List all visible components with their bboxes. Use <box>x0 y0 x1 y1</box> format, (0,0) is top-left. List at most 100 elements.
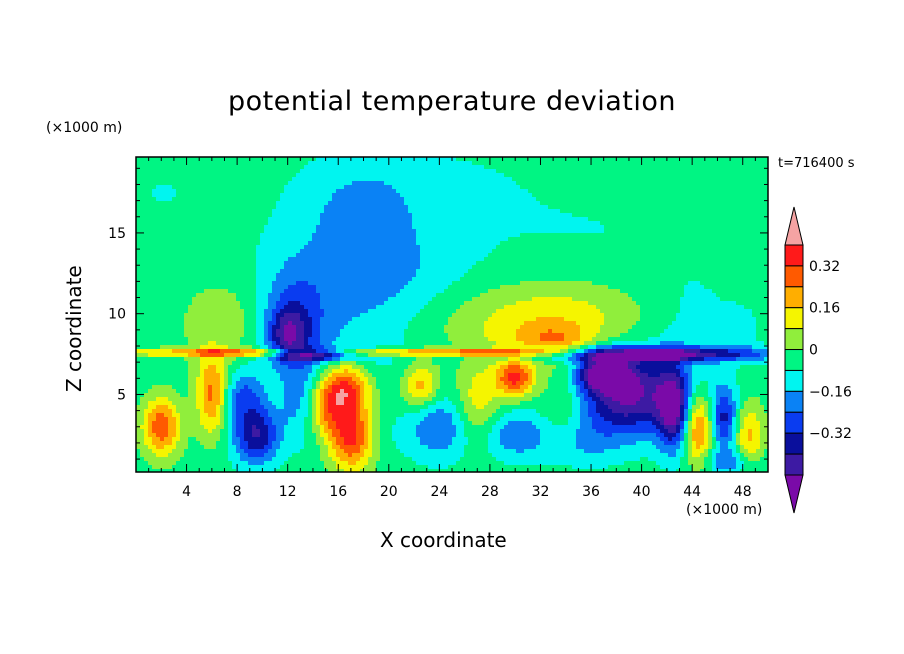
contour-cell <box>588 269 592 273</box>
contour-cell <box>436 213 440 217</box>
contour-cell <box>268 165 272 169</box>
contour-cell <box>692 217 696 221</box>
contour-cell <box>332 281 336 285</box>
contour-cell <box>712 261 716 265</box>
contour-cell <box>708 253 712 257</box>
contour-cell <box>316 265 320 269</box>
contour-cell <box>428 165 432 169</box>
contour-cell <box>204 157 208 161</box>
contour-cell <box>736 241 740 245</box>
contour-cell <box>256 189 260 193</box>
contour-cell <box>368 265 372 269</box>
contour-cell <box>228 169 232 173</box>
contour-cell <box>480 241 484 245</box>
contour-cell <box>456 209 460 213</box>
contour-cell <box>500 257 504 261</box>
contour-cell <box>352 161 356 165</box>
contour-cell <box>456 273 460 277</box>
contour-cell <box>316 221 320 225</box>
contour-cell <box>508 213 512 217</box>
contour-cell <box>248 185 252 189</box>
contour-cell <box>516 245 520 249</box>
contour-cell <box>184 157 188 161</box>
contour-cell <box>684 209 688 213</box>
contour-cell <box>404 161 408 165</box>
contour-cell <box>584 217 588 221</box>
contour-cell <box>328 229 332 233</box>
contour-cell <box>232 261 236 265</box>
contour-cell <box>756 229 760 233</box>
contour-cell <box>224 165 228 169</box>
contour-cell <box>188 173 192 177</box>
contour-cell <box>668 261 672 265</box>
contour-cell <box>340 241 344 245</box>
contour-cell <box>540 161 544 165</box>
contour-cell <box>548 241 552 245</box>
contour-cell <box>712 173 716 177</box>
contour-cell <box>540 265 544 269</box>
contour-cell <box>240 261 244 265</box>
contour-cell <box>696 253 700 257</box>
contour-cell <box>224 265 228 269</box>
contour-cell <box>500 269 504 273</box>
contour-cell <box>156 221 160 225</box>
contour-cell <box>432 185 436 189</box>
contour-cell <box>456 181 460 185</box>
contour-cell <box>444 229 448 233</box>
contour-cell <box>372 253 376 257</box>
contour-cell <box>672 269 676 273</box>
contour-cell <box>444 221 448 225</box>
contour-cell <box>672 241 676 245</box>
contour-cell <box>640 197 644 201</box>
contour-cell <box>348 221 352 225</box>
contour-cell <box>180 221 184 225</box>
contour-cell <box>584 241 588 245</box>
contour-cell <box>252 197 256 201</box>
contour-cell <box>300 221 304 225</box>
contour-cell <box>484 241 488 245</box>
contour-cell <box>532 205 536 209</box>
contour-cell <box>268 213 272 217</box>
contour-cell <box>576 265 580 269</box>
contour-cell <box>220 245 224 249</box>
contour-cell <box>648 185 652 189</box>
contour-cell <box>760 277 764 281</box>
contour-cell <box>308 265 312 269</box>
contour-cell <box>616 249 620 253</box>
contour-cell <box>516 217 520 221</box>
contour-cell <box>352 221 356 225</box>
contour-cell <box>396 197 400 201</box>
contour-cell <box>468 185 472 189</box>
contour-cell <box>444 257 448 261</box>
contour-cell <box>228 201 232 205</box>
contour-cell <box>688 269 692 273</box>
contour-cell <box>520 237 524 241</box>
contour-cell <box>372 273 376 277</box>
contour-cell <box>600 157 604 161</box>
contour-cell <box>156 161 160 165</box>
contour-cell <box>528 233 532 237</box>
contour-cell <box>416 209 420 213</box>
contour-cell <box>296 197 300 201</box>
contour-cell <box>308 189 312 193</box>
contour-cell <box>596 205 600 209</box>
contour-cell <box>616 165 620 169</box>
contour-cell <box>472 245 476 249</box>
contour-cell <box>372 257 376 261</box>
contour-cell <box>204 261 208 265</box>
contour-cell <box>248 189 252 193</box>
contour-cell <box>704 253 708 257</box>
contour-cell <box>564 169 568 173</box>
contour-cell <box>608 193 612 197</box>
contour-cell <box>252 281 256 285</box>
contour-cell <box>664 265 668 269</box>
contour-cell <box>348 201 352 205</box>
contour-cell <box>388 165 392 169</box>
contour-cell <box>752 253 756 257</box>
contour-cell <box>240 241 244 245</box>
contour-cell <box>708 173 712 177</box>
contour-cell <box>756 181 760 185</box>
contour-cell <box>592 197 596 201</box>
contour-cell <box>616 181 620 185</box>
contour-cell <box>460 169 464 173</box>
